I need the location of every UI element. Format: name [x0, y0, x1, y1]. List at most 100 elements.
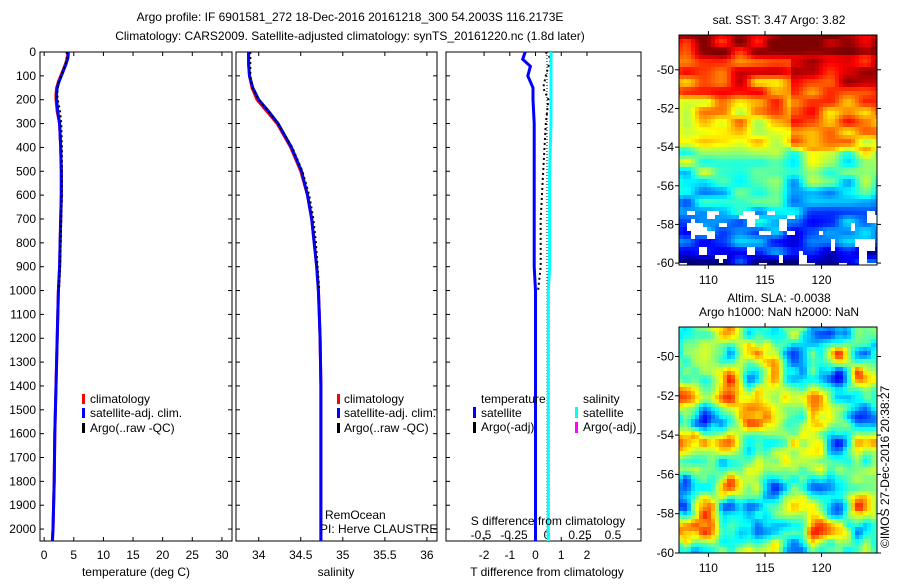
- map-cell: [715, 71, 719, 75]
- map-cell: [727, 459, 731, 463]
- map-cell: [711, 39, 715, 43]
- map-cell: [735, 135, 739, 139]
- map-cell: [727, 199, 731, 203]
- map-cell: [723, 439, 727, 443]
- map-cell: [775, 247, 779, 251]
- map-cell: [691, 351, 695, 355]
- map-cell: [735, 435, 739, 439]
- map-cell: [839, 443, 843, 447]
- map-cell: [707, 379, 711, 383]
- map-cell: [803, 331, 807, 335]
- map-cell: [711, 163, 715, 167]
- map-cell: [711, 367, 715, 371]
- map-cell: [791, 135, 795, 139]
- map-cell: [843, 159, 847, 163]
- map-cell: [839, 75, 843, 79]
- map-cell: [843, 359, 847, 363]
- map-cell: [855, 175, 859, 179]
- map-cell: [719, 35, 723, 39]
- map-cell: [799, 151, 803, 155]
- map-cell: [807, 451, 811, 455]
- map-cell: [823, 367, 827, 371]
- map-cell: [699, 87, 703, 91]
- map-cell: [799, 83, 803, 87]
- map-cell: [731, 227, 735, 231]
- map-cell: [815, 91, 819, 95]
- map-cell: [795, 123, 799, 127]
- map-cell: [771, 463, 775, 467]
- map-cell: [699, 195, 703, 199]
- map-cell: [795, 139, 799, 143]
- x-tick-label: 34: [252, 548, 266, 562]
- map-cell: [687, 155, 691, 159]
- map-cell: [695, 119, 699, 123]
- map-cell: [827, 259, 831, 263]
- map-cell: [787, 399, 791, 403]
- map-cell: [763, 115, 767, 119]
- map-cell: [739, 219, 743, 223]
- map-cell: [791, 43, 795, 47]
- map-cell: [867, 347, 871, 351]
- missing-cell: [831, 247, 835, 251]
- map-cell: [799, 415, 803, 419]
- map-cell: [799, 359, 803, 363]
- map-cell: [743, 387, 747, 391]
- map-cell: [743, 203, 747, 207]
- map-cell: [683, 223, 687, 227]
- map-cell: [679, 227, 683, 231]
- map-cell: [771, 239, 775, 243]
- map-cell: [695, 95, 699, 99]
- map-cell: [731, 51, 735, 55]
- map-cell: [763, 163, 767, 167]
- map-cell: [687, 187, 691, 191]
- map-cell: [867, 403, 871, 407]
- map-cell: [787, 347, 791, 351]
- map-cell: [807, 55, 811, 59]
- map-cell: [771, 247, 775, 251]
- map-cell: [735, 43, 739, 47]
- map-cell: [735, 115, 739, 119]
- map-cell: [791, 155, 795, 159]
- map-cell: [767, 467, 771, 471]
- map-cell: [803, 439, 807, 443]
- map-cell: [855, 403, 859, 407]
- map-cell: [835, 135, 839, 139]
- map-cell: [831, 167, 835, 171]
- map-cell: [859, 115, 863, 119]
- map-cell: [871, 371, 875, 375]
- map-cell: [771, 123, 775, 127]
- map-cell: [695, 239, 699, 243]
- map-cell: [855, 55, 859, 59]
- map-cell: [699, 423, 703, 427]
- missing-cell: [691, 231, 695, 235]
- map-cell: [843, 243, 847, 247]
- map-cell: [731, 459, 735, 463]
- map-cell: [803, 39, 807, 43]
- map-cell: [855, 463, 859, 467]
- map-cell: [839, 343, 843, 347]
- y-tick-label: -50: [657, 63, 675, 77]
- map-cell: [847, 95, 851, 99]
- missing-cell: [723, 255, 727, 259]
- map-cell: [687, 215, 691, 219]
- map-cell: [811, 203, 815, 207]
- map-cell: [827, 191, 831, 195]
- map-cell: [731, 351, 735, 355]
- map-cell: [815, 107, 819, 111]
- map-cell: [719, 335, 723, 339]
- map-cell: [731, 195, 735, 199]
- map-cell: [763, 251, 767, 255]
- map-cell: [771, 199, 775, 203]
- map-cell: [775, 183, 779, 187]
- map-cell: [747, 427, 751, 431]
- map-cell: [819, 459, 823, 463]
- map-cell: [775, 95, 779, 99]
- map-cell: [859, 223, 863, 227]
- map-cell: [755, 371, 759, 375]
- map-cell: [779, 131, 783, 135]
- map-cell: [747, 231, 751, 235]
- map-cell: [715, 87, 719, 91]
- map-cell: [791, 187, 795, 191]
- map-cell: [815, 363, 819, 367]
